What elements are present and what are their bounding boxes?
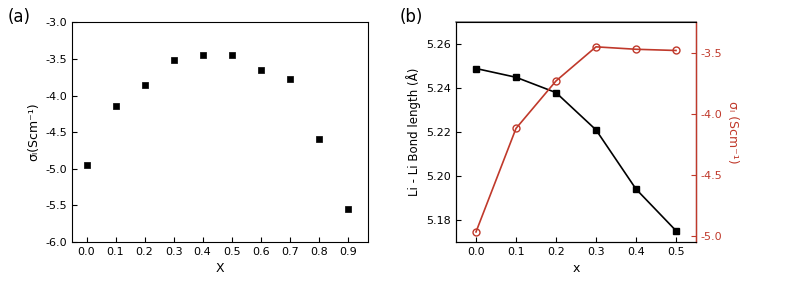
X-axis label: X: X [216,262,224,275]
Point [254,68,267,72]
Y-axis label: Li - Li Bond length (Å): Li - Li Bond length (Å) [406,68,421,196]
X-axis label: x: x [572,262,580,275]
Text: (b): (b) [400,8,423,26]
Point [109,104,122,109]
Point [80,163,93,167]
Text: (a): (a) [8,8,31,26]
Point [167,58,180,63]
Point [226,53,238,58]
Point [283,77,296,82]
Y-axis label: σₗ(Scm⁻¹): σₗ(Scm⁻¹) [27,103,40,161]
Point [342,207,354,211]
Y-axis label: σₗ (Scm⁻¹): σₗ (Scm⁻¹) [726,101,739,163]
Point [312,137,325,142]
Point [138,82,151,87]
Point [196,53,209,58]
